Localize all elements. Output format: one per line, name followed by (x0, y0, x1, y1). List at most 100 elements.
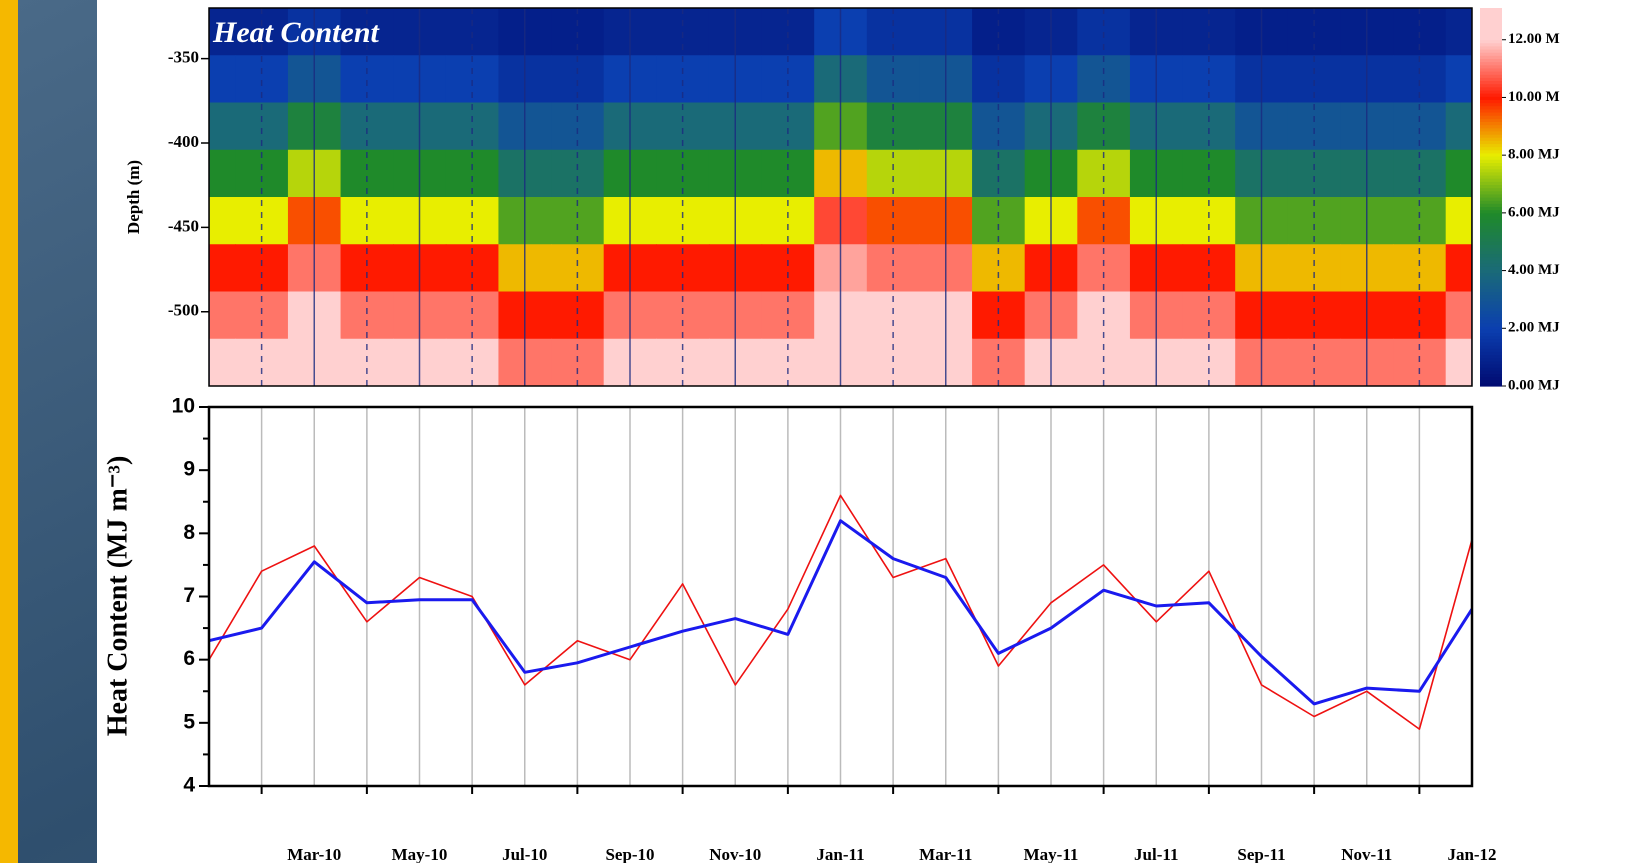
colorbar-strip (1480, 197, 1502, 201)
heatmap-area (209, 8, 1472, 386)
colorbar-strip (1480, 219, 1502, 223)
colorbar-strip (1480, 64, 1502, 69)
y-axis-label: Depth (m) (124, 160, 143, 234)
y-tick-label: 6 (183, 647, 195, 670)
colorbar-strip (1480, 127, 1502, 132)
colorbar-strip (1480, 23, 1502, 28)
colorbar-label: 2.00 MJ (1508, 320, 1560, 336)
x-tick-label: Jan-12 (1447, 845, 1496, 863)
colorbar-strip (1480, 266, 1502, 271)
colorbar-strip (1480, 294, 1502, 299)
x-tick-label: Mar-10 (287, 845, 341, 863)
colorbar-strip (1480, 33, 1502, 37)
colorbar-strip (1480, 212, 1502, 217)
colorbar-strip (1480, 55, 1502, 59)
colorbar-strip (1480, 313, 1502, 318)
heat-cell (1445, 197, 1472, 245)
colorbar-strip (1480, 181, 1502, 185)
colorbar-strip (1480, 222, 1502, 226)
colorbar-strip (1480, 338, 1502, 343)
colorbar-strip (1480, 80, 1502, 85)
colorbar-strip (1480, 335, 1502, 340)
x-tick-label: Jul-10 (502, 845, 547, 863)
heat-cell (209, 149, 236, 198)
colorbar-strip (1480, 253, 1502, 258)
heat-cell (209, 291, 236, 340)
x-tick-label: Nov-11 (1341, 845, 1392, 863)
colorbar-strip (1480, 111, 1502, 116)
colorbar-label: 10.00 M (1508, 89, 1560, 105)
colorbar-strip (1480, 225, 1502, 230)
colorbar-strip (1480, 108, 1502, 113)
colorbar-strip (1480, 134, 1502, 138)
colorbar-strip (1480, 370, 1502, 374)
colorbar-strip (1480, 165, 1502, 170)
colorbar-strip (1480, 105, 1502, 110)
colorbar-strip (1480, 39, 1502, 44)
heat-cell (1445, 291, 1472, 340)
colorbar-strip (1480, 74, 1502, 78)
colorbar-strip (1480, 285, 1502, 289)
colorbar-strip (1480, 11, 1502, 15)
colorbar-strip (1480, 354, 1502, 359)
colorbar-strip (1480, 304, 1502, 308)
heat-cell (209, 197, 236, 245)
series-line (209, 519, 1472, 706)
colorbar-strip (1480, 291, 1502, 296)
colorbar-strip (1480, 184, 1502, 189)
colorbar-strip (1480, 376, 1502, 381)
colorbar-strip (1480, 14, 1502, 19)
colorbar-strip (1480, 52, 1502, 56)
heat-cell (209, 102, 236, 151)
colorbar-strip (1480, 89, 1502, 94)
colorbar-strip (1480, 48, 1502, 53)
heat-cell (1445, 102, 1472, 151)
colorbar-strip (1480, 360, 1502, 365)
colorbar-strip (1480, 244, 1502, 248)
y-axis-label: Heat Content (MJ m⁻³) (102, 456, 133, 737)
colorbar-strip (1480, 250, 1502, 255)
colorbar-strip (1480, 367, 1502, 371)
colorbar-strip (1480, 187, 1502, 192)
accent-strip (0, 0, 18, 863)
x-tick-label: Sep-11 (1237, 845, 1285, 863)
y-tick-label: -350 (168, 48, 199, 67)
y-tick-label: 10 (172, 395, 195, 418)
colorbar-strip (1480, 272, 1502, 277)
colorbar-strip (1480, 143, 1502, 148)
colorbar-strip (1480, 193, 1502, 198)
colorbar-strip (1480, 118, 1502, 122)
heat-cell (209, 8, 236, 56)
colorbar-strip (1480, 278, 1502, 283)
colorbar-strip (1480, 93, 1502, 97)
colorbar-strip (1480, 357, 1502, 362)
y-tick-label: 4 (183, 774, 195, 797)
colorbar-strip (1480, 102, 1502, 107)
colorbar-strip (1480, 231, 1502, 236)
colorbar-strip (1480, 77, 1502, 82)
colorbar-strip (1480, 319, 1502, 324)
chart-title: Heat Content (212, 16, 381, 49)
colorbar-strip (1480, 137, 1502, 141)
colorbar-strip (1480, 209, 1502, 214)
heat-cell (1445, 338, 1472, 386)
colorbar-strip (1480, 121, 1502, 126)
colorbar-strip (1480, 351, 1502, 356)
colorbar-strip (1480, 382, 1502, 387)
colorbar-label: 4.00 MJ (1508, 262, 1560, 278)
x-tick-label: Nov-10 (709, 845, 761, 863)
colorbar-strip (1480, 363, 1502, 368)
colorbar-strip (1480, 61, 1502, 66)
colorbar-strip (1480, 215, 1502, 220)
colorbar-strip (1480, 228, 1502, 233)
colorbar-strip (1480, 86, 1502, 91)
colorbar-strip (1480, 178, 1502, 182)
colorbar-strip (1480, 67, 1502, 72)
axes: -350 -400 -450 -500 Depth (m) Heat Content 0.0… (102, 7, 1560, 863)
colorbar-label: 8.00 MJ (1508, 147, 1560, 163)
x-tick-label: Jan-11 (816, 845, 864, 863)
colorbar-label: 0.00 MJ (1508, 377, 1560, 393)
x-tick-label: Sep-10 (605, 845, 654, 863)
colorbar-strip (1480, 115, 1502, 119)
colorbar-strip (1480, 30, 1502, 34)
